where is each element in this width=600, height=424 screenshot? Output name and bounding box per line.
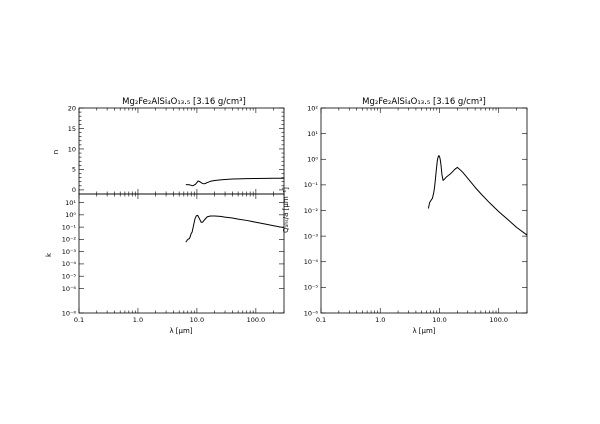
y-tick-label: 10⁻⁸ xyxy=(62,309,77,317)
n-x-ticks xyxy=(78,108,285,194)
left-chart-title: Mg₂Fe₂AlSi₄O₁₃.₅ [3.16 g/cm³] xyxy=(122,97,246,107)
y-tick-label: 15 xyxy=(68,125,76,133)
n-panel-frame xyxy=(78,107,285,195)
y-tick-label: 10⁻⁶ xyxy=(304,309,319,317)
y-tick-label: 20 xyxy=(68,104,76,112)
y-tick-label: 5 xyxy=(72,166,76,174)
k-panel-frame xyxy=(78,193,285,314)
x-tick-label: 0.1 xyxy=(74,316,84,324)
y-tick-label: 10¹ xyxy=(65,199,76,207)
k-x-ticks: 0.1 1.0 10.0 100.0 xyxy=(74,194,285,324)
y-tick-label: 10¹ xyxy=(307,130,318,138)
q-x-ticks: 0.1 1.0 10.0 100.0 xyxy=(316,108,528,324)
q-y-ticks: 10⁻⁶ 10⁻⁵ 10⁻⁴ 10⁻³ 10⁻² 10⁻¹ 10⁰ 10¹ 10² xyxy=(304,104,527,317)
x-tick-label: 0.1 xyxy=(316,316,326,324)
q-panel-frame xyxy=(320,107,528,314)
y-tick-label: 10⁻⁵ xyxy=(62,272,77,280)
left-chart: Mg₂Fe₂AlSi₄O₁₃.₅ [3.16 g/cm³] 0 5 10 15 20 n… xyxy=(45,97,285,335)
y-tick-label: 10⁻⁶ xyxy=(62,285,77,293)
right-chart: Mg₂Fe₂AlSi₄O₁₃.₅ [3.16 g/cm³] 10⁻⁶10⁻⁵10… xyxy=(282,97,528,335)
y-tick-label: 10 xyxy=(68,145,76,153)
y-tick-label: 10⁻³ xyxy=(62,248,77,256)
right-x-axis-label: λ [μm] xyxy=(412,327,435,335)
k-series-line xyxy=(185,214,285,243)
y-tick-label: 10⁻⁴ xyxy=(62,260,77,268)
x-tick-label: 100.0 xyxy=(247,316,266,324)
x-tick-label: 1.0 xyxy=(133,316,143,324)
y-tick-label: 10⁻³ xyxy=(304,232,319,240)
right-chart-title: Mg₂Fe₂AlSi₄O₁₃.₅ [3.16 g/cm³] xyxy=(362,97,486,107)
y-tick-label: 0 xyxy=(72,186,76,194)
y-tick-label: 10⁻⁵ xyxy=(304,284,319,292)
k-panel: 10⁻⁸ 10⁻⁶ 10⁻⁵ 10⁻⁴ 10⁻³ 10⁻² 10⁻¹ 10⁰ 10¹ 0.1 1.… xyxy=(45,193,285,324)
y-tick-label: 10⁻² xyxy=(62,236,77,244)
y-tick-label: 10⁻¹ xyxy=(304,181,319,189)
y-tick-label: 10⁰ xyxy=(65,211,76,219)
n-series-line xyxy=(185,177,284,187)
y-tick-label: 10⁻⁴ xyxy=(304,258,319,266)
q-y-axis-label: Qₐₕₛ/a [μm⁻¹] xyxy=(282,187,290,233)
y-tick-label: 10⁻² xyxy=(304,207,319,215)
k-y-ticks: 10⁻⁸ 10⁻⁶ 10⁻⁵ 10⁻⁴ 10⁻³ 10⁻² 10⁻¹ 10⁰ 10¹ xyxy=(62,199,284,317)
x-tick-label: 10.0 xyxy=(432,316,446,324)
y-tick-label: 10² xyxy=(307,104,318,112)
k-y-axis-label: k xyxy=(45,252,53,257)
n-panel: 0 5 10 15 20 n xyxy=(52,104,285,195)
left-x-axis-label: λ [μm] xyxy=(169,327,192,335)
x-tick-label: 1.0 xyxy=(375,316,385,324)
x-tick-label: 100.0 xyxy=(489,316,508,324)
n-y-axis-label: n xyxy=(52,150,60,154)
n-y-ticks: 0 5 10 15 20 xyxy=(68,104,284,194)
y-tick-label: 10⁰ xyxy=(307,156,318,164)
x-tick-label: 10.0 xyxy=(190,316,204,324)
y-tick-label: 10⁻¹ xyxy=(62,223,77,231)
q-series-line xyxy=(427,155,528,236)
